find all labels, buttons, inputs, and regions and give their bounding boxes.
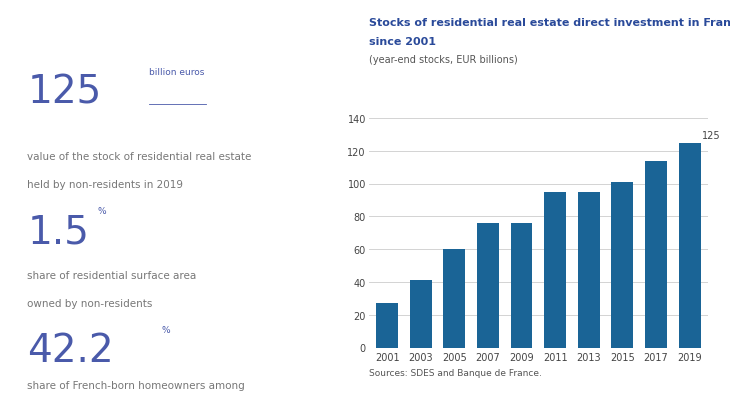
Text: since 2001: since 2001	[369, 37, 436, 47]
Bar	[545, 192, 566, 348]
Bar	[410, 281, 431, 348]
Text: share of residential surface area: share of residential surface area	[28, 270, 196, 280]
Text: share of French-born homeowners among: share of French-born homeowners among	[28, 380, 245, 390]
Bar	[443, 249, 465, 348]
Text: held by non-residents in 2019: held by non-residents in 2019	[28, 180, 183, 190]
Text: billion euros: billion euros	[149, 67, 204, 76]
Bar	[477, 223, 499, 348]
Text: 42.2: 42.2	[28, 331, 114, 369]
Text: 125: 125	[28, 74, 101, 112]
Bar	[376, 303, 398, 348]
Bar	[612, 182, 634, 348]
Text: value of the stock of residential real estate: value of the stock of residential real e…	[28, 151, 252, 161]
Text: 1.5: 1.5	[28, 213, 89, 251]
Bar	[679, 143, 701, 348]
Text: %: %	[161, 325, 170, 334]
Bar	[511, 223, 532, 348]
Text: 125: 125	[702, 131, 721, 141]
Bar	[645, 161, 667, 348]
Text: owned by non-residents: owned by non-residents	[28, 299, 153, 308]
Text: (year-end stocks, EUR billions): (year-end stocks, EUR billions)	[369, 54, 518, 64]
Text: Stocks of residential real estate direct investment in France: Stocks of residential real estate direct…	[369, 18, 730, 28]
Bar	[578, 192, 600, 348]
Text: %: %	[98, 207, 107, 216]
Text: Sources: SDES and Banque de France.: Sources: SDES and Banque de France.	[369, 368, 542, 377]
